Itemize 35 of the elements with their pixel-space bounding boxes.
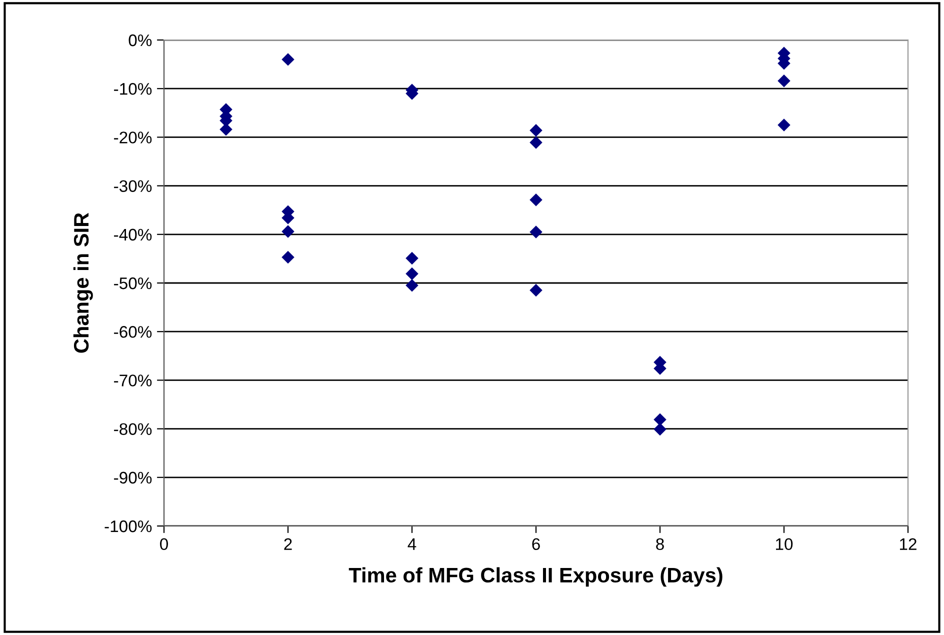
y-tick-label: -40% [114, 228, 152, 241]
point [406, 279, 418, 292]
x-tick-label: 12 [900, 538, 916, 550]
x-tick-label: 8 [656, 538, 664, 550]
point [282, 53, 294, 66]
y-tick-label: -80% [114, 423, 152, 436]
point [778, 118, 790, 132]
x-axis-title: Time of MFG Class II Exposure (Days) [348, 567, 722, 587]
y-tick-label: -50% [114, 277, 152, 290]
y-tick-label: -70% [114, 374, 152, 386]
y-tick-label: -30% [114, 180, 152, 192]
x-tick-label: 10 [776, 538, 793, 550]
y-tick-label: -10% [114, 83, 152, 95]
x-tick-label: 2 [284, 538, 292, 550]
y-tick-label: 0% [128, 34, 152, 46]
point [530, 194, 542, 206]
point [530, 226, 542, 238]
point [530, 136, 542, 149]
x-tick-label: 0 [160, 538, 168, 550]
point [530, 124, 542, 137]
y-tick-label: -90% [114, 472, 152, 484]
x-tick-label: 6 [532, 538, 540, 550]
y-tick-label: -60% [114, 326, 152, 338]
point [654, 422, 666, 436]
y-axis-title: Change in SIR [73, 212, 93, 353]
y-tick-label: -100% [104, 520, 152, 532]
point [530, 284, 542, 297]
point [406, 267, 418, 280]
point [282, 225, 294, 238]
point [654, 413, 666, 426]
y-tick-label: -20% [114, 132, 152, 144]
x-tick-label: 4 [408, 538, 416, 550]
point [406, 252, 418, 265]
point [778, 74, 790, 88]
point [282, 250, 294, 264]
